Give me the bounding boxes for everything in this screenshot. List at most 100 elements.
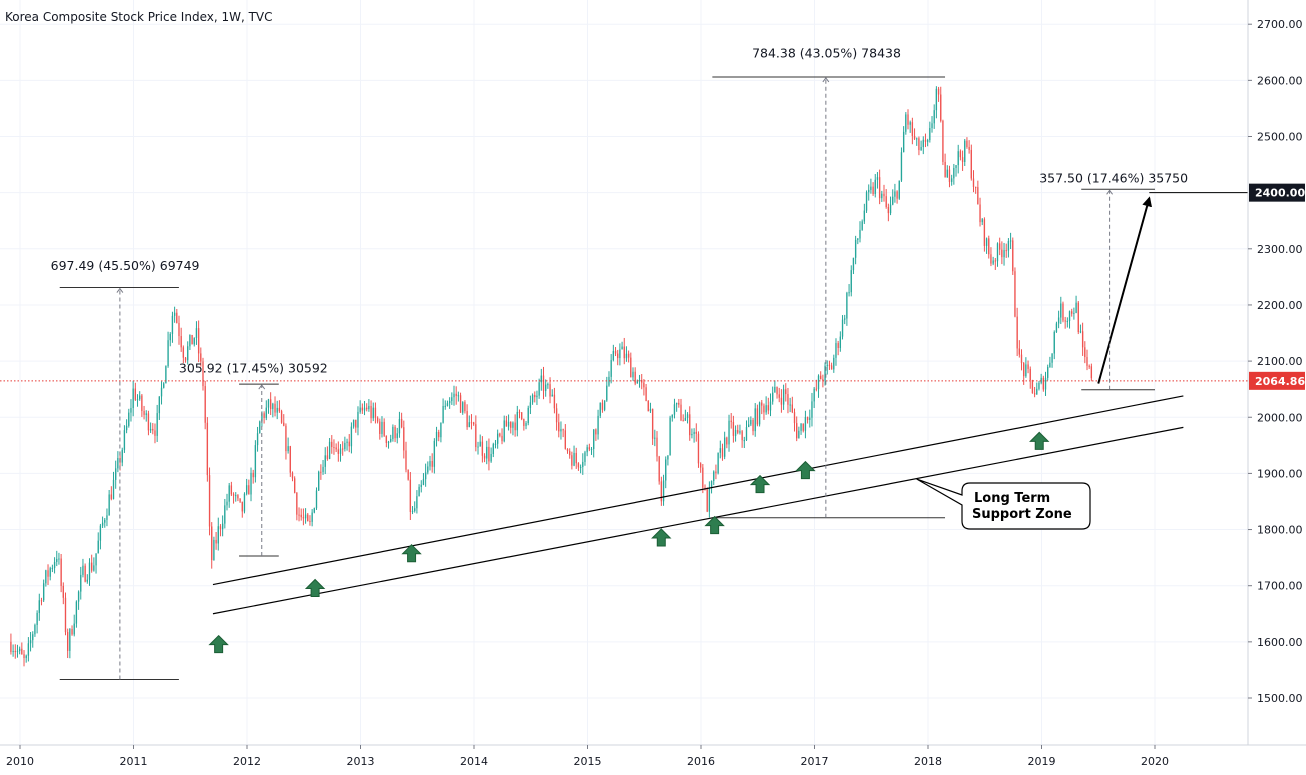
measure-arrow (1106, 189, 1113, 195)
candle-body (723, 437, 726, 457)
candle-body (197, 328, 200, 354)
candle-body (894, 191, 896, 197)
candle-body (780, 397, 783, 405)
candle-body (739, 431, 741, 433)
candle-body (189, 334, 191, 347)
candle-body (1003, 250, 1005, 258)
up-arrow-icon (208, 634, 229, 654)
candle-body (409, 479, 412, 512)
candle-body (892, 196, 894, 205)
candle-body (573, 452, 575, 466)
candle-body (468, 422, 470, 428)
candle-body (717, 452, 719, 474)
candle-body (261, 413, 263, 422)
candle-body (610, 360, 612, 377)
candle-body (988, 238, 990, 255)
candle-body (34, 624, 36, 635)
candle-body (217, 526, 219, 544)
y-axis[interactable]: 1500.00 1600.00 1700.00 1800.00 1900.00 2000.… (1247, 0, 1305, 745)
candle-body (617, 353, 619, 359)
candle-body (582, 461, 584, 467)
candle-body (446, 403, 449, 406)
x-tick-label: 2017 (801, 755, 829, 768)
candle-body (448, 401, 451, 404)
candle-body (193, 338, 195, 345)
candle-body (977, 187, 979, 205)
candle-body (466, 411, 468, 428)
candle-body (787, 394, 789, 405)
candle-body (298, 514, 300, 516)
candle-body (97, 540, 99, 554)
candle-body (811, 401, 813, 418)
candle-body (916, 138, 918, 140)
candle-body (1007, 241, 1010, 251)
candle-body (1053, 331, 1055, 354)
candle-body (411, 510, 414, 512)
candle-body (121, 449, 123, 463)
candle-body (571, 455, 573, 466)
candle-body (99, 525, 102, 541)
candle-body (584, 452, 586, 462)
candle-body (370, 405, 372, 419)
candle-body (21, 648, 23, 655)
candle-body (169, 333, 171, 341)
candle-body (304, 514, 307, 519)
candle-body (101, 522, 104, 526)
candle-body (769, 401, 772, 411)
candle-body (726, 437, 728, 445)
candle-body (431, 461, 433, 467)
candle-body (946, 169, 948, 178)
candle-body (743, 440, 745, 442)
candle-body (481, 441, 484, 456)
candle-body (756, 408, 759, 425)
candle-body (256, 433, 259, 446)
candle-body (937, 88, 940, 95)
candle-body (948, 169, 951, 182)
candle-body (418, 486, 420, 497)
candle-body (636, 380, 639, 384)
candle-body (394, 426, 396, 439)
candle-body (230, 485, 233, 495)
candle-body (1062, 303, 1064, 321)
candle-body (745, 427, 748, 441)
candle-body (737, 430, 739, 433)
measure-arrow (258, 384, 266, 390)
measure-arrow (116, 287, 124, 293)
candle-body (1036, 388, 1038, 395)
candle-body (996, 243, 999, 262)
candle-body (796, 423, 798, 439)
candle-body (407, 469, 409, 480)
x-tick-label: 2015 (574, 755, 602, 768)
x-axis[interactable]: 2010 2011 2012 2013 2014 2015 2016 2017 2018 2019… (0, 744, 1306, 768)
candle-body (470, 422, 473, 424)
candle-body (296, 492, 298, 515)
candle-body (896, 191, 898, 199)
y-tick-label: 2500.00 (1257, 131, 1303, 144)
candle-body (163, 383, 165, 388)
candle-body (665, 459, 667, 481)
candle-body (765, 405, 767, 413)
candle-body (675, 402, 678, 405)
candle-body (710, 480, 713, 488)
candle-body (606, 385, 608, 401)
candle-body (455, 393, 457, 396)
candle-body (778, 394, 780, 398)
candle-body (333, 447, 335, 449)
candle-body (750, 419, 752, 425)
candle-body (254, 445, 257, 478)
target-price-label: 2400.00 (1255, 187, 1305, 200)
candle-body (841, 319, 844, 337)
candle-body (392, 426, 394, 439)
candle-body (307, 514, 309, 521)
candle-body (1009, 240, 1012, 242)
candle-body (221, 523, 224, 530)
candle-body (464, 402, 466, 412)
candle-body (1044, 377, 1047, 390)
measure-label: 357.50 (17.46%) 35750 (1039, 171, 1188, 186)
candle-body (400, 418, 403, 428)
candle-body (331, 441, 333, 448)
candle-body (1020, 354, 1023, 364)
x-tick-label: 2010 (6, 755, 34, 768)
candle-body (516, 411, 518, 431)
candle-body (540, 375, 542, 383)
